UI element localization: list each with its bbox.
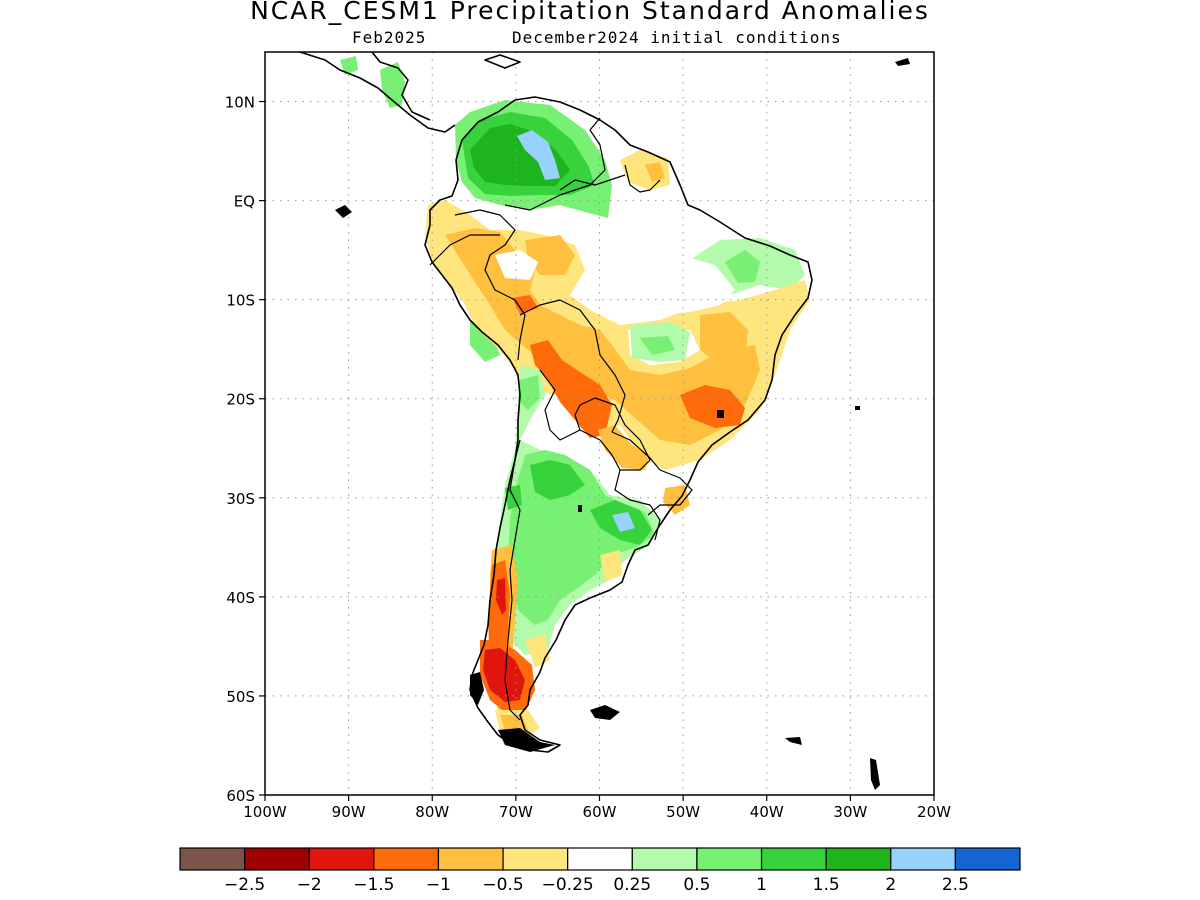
anomaly-region	[518, 375, 540, 410]
colorbar-swatch	[825, 847, 892, 871]
colorbar-label: −0.5	[482, 875, 523, 895]
anomaly-region	[470, 320, 500, 362]
lat-tick-label: 10S	[226, 292, 255, 310]
islands	[335, 58, 910, 790]
lon-tick-label: 80W	[415, 803, 449, 821]
anomaly-region	[590, 250, 735, 318]
anomaly-region	[483, 648, 525, 702]
lon-tick-label: 70W	[499, 803, 533, 821]
colorbar-label: −2	[297, 875, 322, 895]
island-speck	[870, 758, 880, 790]
lon-tick-label: 90W	[332, 803, 366, 821]
colorbar-swatch	[502, 847, 569, 871]
lon-tick-label: 40W	[750, 803, 784, 821]
border	[504, 117, 606, 211]
map-title: NCAR_CESM1 Precipitation Standard Anomal…	[250, 0, 930, 25]
country-borders	[429, 117, 693, 721]
colorbar-label: 1.5	[813, 875, 840, 895]
border	[624, 164, 661, 193]
lat-tick-label: EQ	[234, 193, 255, 211]
colorbar-swatch	[244, 847, 310, 871]
island-speck	[717, 410, 724, 418]
chile-archipelago	[470, 672, 484, 705]
lon-tick-label: 50W	[666, 803, 700, 821]
anomaly-region	[700, 312, 748, 365]
lat-tick-label: 50S	[226, 688, 255, 706]
colorbar-swatch	[890, 847, 956, 871]
south-georgia-island	[785, 737, 802, 745]
border	[504, 439, 521, 721]
longitude-axis: 100W 90W 80W 70W 60W 50W 40W 30W 20W	[243, 795, 951, 821]
anomaly-region	[530, 340, 612, 438]
anomaly-region	[340, 56, 358, 75]
colorbar-swatch	[373, 847, 440, 871]
island-speck	[855, 406, 860, 410]
colorbar-label: 0.5	[683, 875, 710, 895]
central-america-coastline	[371, 51, 431, 121]
tierra-del-fuego	[498, 728, 555, 752]
lat-tick-label: 20S	[226, 391, 255, 409]
colorbar-swatch	[954, 847, 1021, 871]
colorbar-label: −0.25	[542, 875, 594, 895]
anomaly-region	[380, 62, 405, 108]
initial-conditions: December2024 initial conditions	[512, 28, 842, 47]
colorbar-swatch	[760, 847, 827, 871]
falklands-island	[590, 705, 620, 720]
colorbar-label: 2.5	[942, 875, 969, 895]
border	[611, 431, 693, 516]
colorbar-label: 0.25	[613, 875, 651, 895]
latitude-axis: 10N EQ 10S 20S 30S 40S 50S 60S	[225, 94, 265, 805]
anomaly-region	[640, 336, 675, 355]
border	[559, 174, 626, 191]
anomaly-region	[517, 130, 560, 180]
anomaly-region	[598, 425, 650, 470]
anomaly-region	[725, 250, 760, 283]
colorbar: −2.5 −2 −1.5 −1 −0.5 −0.25 0.25 0.5 1 1.5 2 2.5	[179, 847, 1021, 895]
colorbar-label: 1	[756, 875, 767, 895]
anomaly-region	[496, 578, 506, 615]
colorbar-label: −1	[426, 875, 451, 895]
colorbar-label: −2.5	[224, 875, 265, 895]
lon-tick-label: 100W	[243, 803, 287, 821]
colorbar-swatch	[308, 847, 375, 871]
anomaly-region	[530, 460, 585, 500]
lat-tick-label: 40S	[226, 589, 255, 607]
colorbar-swatch	[567, 847, 633, 871]
anomaly-region	[600, 550, 622, 582]
central-america-coastline	[299, 51, 456, 133]
lon-tick-label: 60W	[583, 803, 617, 821]
border	[574, 397, 651, 471]
anomaly-region	[680, 385, 745, 428]
border	[454, 209, 526, 361]
colorbar-swatch	[631, 847, 698, 871]
anomaly-region	[645, 162, 665, 182]
colorbar-swatch	[696, 847, 763, 871]
anomaly-region	[525, 235, 575, 275]
anomaly-region	[445, 228, 760, 445]
island-speck	[895, 58, 910, 66]
lon-tick-label: 30W	[833, 803, 867, 821]
anomaly-field	[340, 56, 810, 738]
border	[539, 369, 581, 441]
lat-tick-label: 10N	[225, 94, 255, 112]
galapagos-island	[335, 205, 352, 218]
border	[429, 234, 500, 266]
island-speck	[578, 505, 582, 512]
colorbar-swatch	[179, 847, 246, 871]
colorbar-swatch	[437, 847, 504, 871]
lon-tick-label: 20W	[917, 803, 951, 821]
forecast-month: Feb2025	[352, 28, 427, 47]
colorbar-label: −1.5	[353, 875, 394, 895]
colorbar-label: 2	[885, 875, 896, 895]
island-coast	[484, 54, 521, 69]
lat-tick-label: 60S	[226, 787, 255, 805]
anomaly-region	[495, 250, 538, 280]
anomaly-region	[612, 512, 635, 532]
border	[614, 469, 661, 541]
border	[519, 299, 626, 433]
lat-tick-label: 30S	[226, 490, 255, 508]
